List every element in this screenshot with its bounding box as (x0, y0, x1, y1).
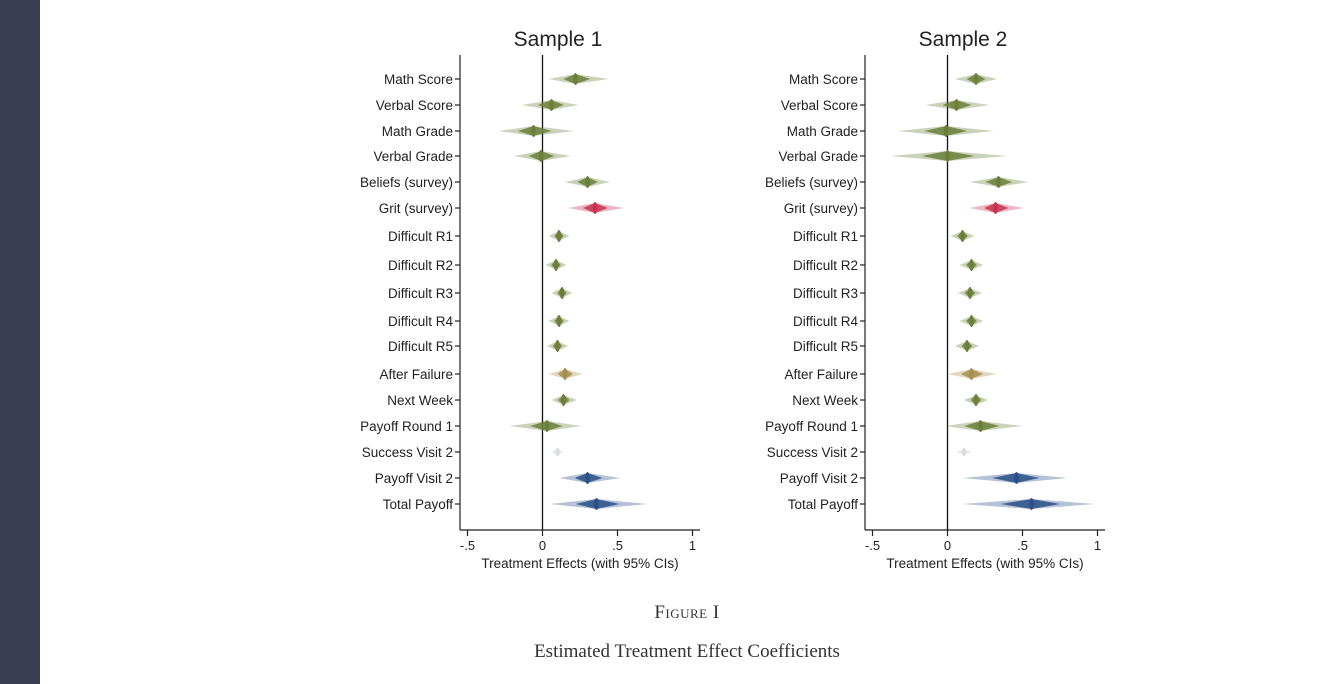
sample-2-next-week-point (973, 394, 979, 406)
sample-1-difficult-r1-point (556, 230, 562, 242)
figure-label: Figure I (654, 602, 720, 623)
sample-2-verbal-grade-point (945, 150, 950, 162)
sample-2-x-axis-label: Treatment Effects (with 95% CIs) (886, 556, 1083, 571)
sample-2-difficult-r2-label: Difficult R2 (793, 258, 858, 273)
sample-2-beliefs-survey-point (996, 176, 1001, 188)
sample-1-after-failure-point (562, 368, 568, 380)
figure-title: Estimated Treatment Effect Coefficients (534, 641, 840, 662)
sample-1-verbal-score-label: Verbal Score (376, 98, 453, 113)
sample-2-x-tick-label: .5 (1017, 538, 1028, 553)
sample-1-title: Sample 1 (514, 28, 603, 51)
sample-1-grit-survey-point (592, 202, 598, 214)
sample-1-payoff-visit-2-label: Payoff Visit 2 (375, 471, 453, 486)
sample-1-difficult-r4-point (556, 315, 562, 327)
sample-1-total-payoff-label: Total Payoff (383, 497, 454, 512)
sample-2-x-tick-label: 1 (1094, 538, 1101, 553)
sample-2-next-week-label: Next Week (792, 393, 858, 408)
sample-1-x-axis-label: Treatment Effects (with 95% CIs) (481, 556, 678, 571)
sample-1-difficult-r5-point (555, 340, 560, 352)
sample-2-total-payoff-label: Total Payoff (788, 497, 859, 512)
sample-1-x-tick-label: .5 (612, 538, 623, 553)
sample-1-difficult-r3-label: Difficult R3 (388, 286, 453, 301)
chart-sample-2-svg: Sample 2 -.5 0 .5 1 Treatment Effects (with 9… (765, 28, 1105, 571)
sample-2-difficult-r5-point (964, 340, 970, 352)
sample-1-verbal-grade-label: Verbal Grade (373, 149, 453, 164)
sample-1-beliefs-survey-point (585, 176, 590, 188)
sample-1-math-grade-label: Math Grade (382, 124, 453, 139)
sample-2-difficult-r1-label: Difficult R1 (793, 229, 858, 244)
sample-2-after-failure-label: After Failure (784, 367, 858, 382)
sample-1-payoff-round-1-label: Payoff Round 1 (360, 419, 453, 434)
sample-1-x-tick-label: -.5 (460, 538, 475, 553)
sample-2-difficult-r4-point (969, 315, 974, 327)
sample-1-success-visit-2-label: Success Visit 2 (362, 445, 453, 460)
sample-2-difficult-r3-point (967, 287, 973, 299)
sample-2-difficult-r3-label: Difficult R3 (793, 286, 858, 301)
sample-2-difficult-r5-label: Difficult R5 (793, 339, 858, 354)
sample-2-grit-survey-label: Grit (survey) (784, 201, 858, 216)
sample-1-beliefs-survey-label: Beliefs (survey) (360, 175, 453, 190)
sample-1-verbal-grade-point (538, 150, 544, 162)
sample-1-x-tick-label: 1 (689, 538, 696, 553)
sample-1-total-payoff-point (594, 498, 599, 510)
sample-1-math-score-point (573, 73, 578, 85)
sample-2-difficult-r2-point (969, 259, 974, 271)
sample-2-title: Sample 2 (919, 28, 1008, 51)
sample-1-math-score-label: Math Score (384, 72, 453, 87)
sample-1-difficult-r2-label: Difficult R2 (388, 258, 453, 273)
sample-1-payoff-round-1-point (544, 420, 550, 432)
left-sidebar-bar (0, 0, 40, 684)
sample-1-grit-survey-label: Grit (survey) (379, 201, 453, 216)
sample-2-math-grade-point (943, 125, 949, 137)
sample-2-x-tick-label: 0 (944, 538, 951, 553)
sample-2-payoff-round-1-label: Payoff Round 1 (765, 419, 858, 434)
sample-1-after-failure-label: After Failure (379, 367, 453, 382)
chart-sample-2: Sample 2 -.5 0 .5 1 Treatment Effects (with 9… (715, 0, 1115, 600)
sample-1-difficult-r2-point (553, 259, 559, 271)
sample-1-difficult-r5-label: Difficult R5 (388, 339, 453, 354)
sample-2-difficult-r1-point (960, 230, 965, 242)
sample-2-difficult-r4-label: Difficult R4 (793, 314, 859, 329)
sample-2-payoff-round-1-point (978, 420, 983, 432)
sample-1-difficult-r1-label: Difficult R1 (388, 229, 453, 244)
sample-2-grit-survey-point (993, 202, 998, 214)
sample-1-difficult-r4-label: Difficult R4 (388, 314, 454, 329)
sample-2-total-payoff-point (1029, 498, 1034, 510)
sample-2-after-failure-point (969, 368, 974, 380)
sample-2-verbal-score-point (954, 99, 959, 111)
chart-sample-1: Sample 1 -.5 0 .5 1 Treatment Effects (with 9… (310, 0, 710, 600)
sample-2-math-grade-label: Math Grade (787, 124, 858, 139)
sample-2-payoff-visit-2-label: Payoff Visit 2 (780, 471, 858, 486)
chart-sample-1-svg: Sample 1 -.5 0 .5 1 Treatment Effects (with 9… (360, 28, 700, 571)
sample-2-success-visit-2-label: Success Visit 2 (767, 445, 858, 460)
sample-2-beliefs-survey-label: Beliefs (survey) (765, 175, 858, 190)
sample-2-verbal-grade-label: Verbal Grade (778, 149, 858, 164)
sample-2-math-score-label: Math Score (789, 72, 858, 87)
sample-1-payoff-visit-2-point (585, 472, 590, 484)
sample-1-success-visit-2-point (555, 448, 560, 456)
sample-1-x-tick-label: 0 (539, 538, 546, 553)
sample-2-math-score-point (973, 73, 979, 85)
sample-1-next-week-label: Next Week (387, 393, 453, 408)
sample-1-difficult-r3-point (559, 287, 565, 299)
sample-1-verbal-score-point (549, 99, 554, 111)
sample-2-x-tick-label: -.5 (865, 538, 880, 553)
sample-2-success-visit-2-point (961, 448, 967, 456)
sample-1-next-week-point (561, 394, 566, 406)
sample-2-verbal-score-label: Verbal Score (781, 98, 858, 113)
sample-2-payoff-visit-2-point (1014, 472, 1019, 484)
sample-1-math-grade-point (531, 125, 536, 137)
